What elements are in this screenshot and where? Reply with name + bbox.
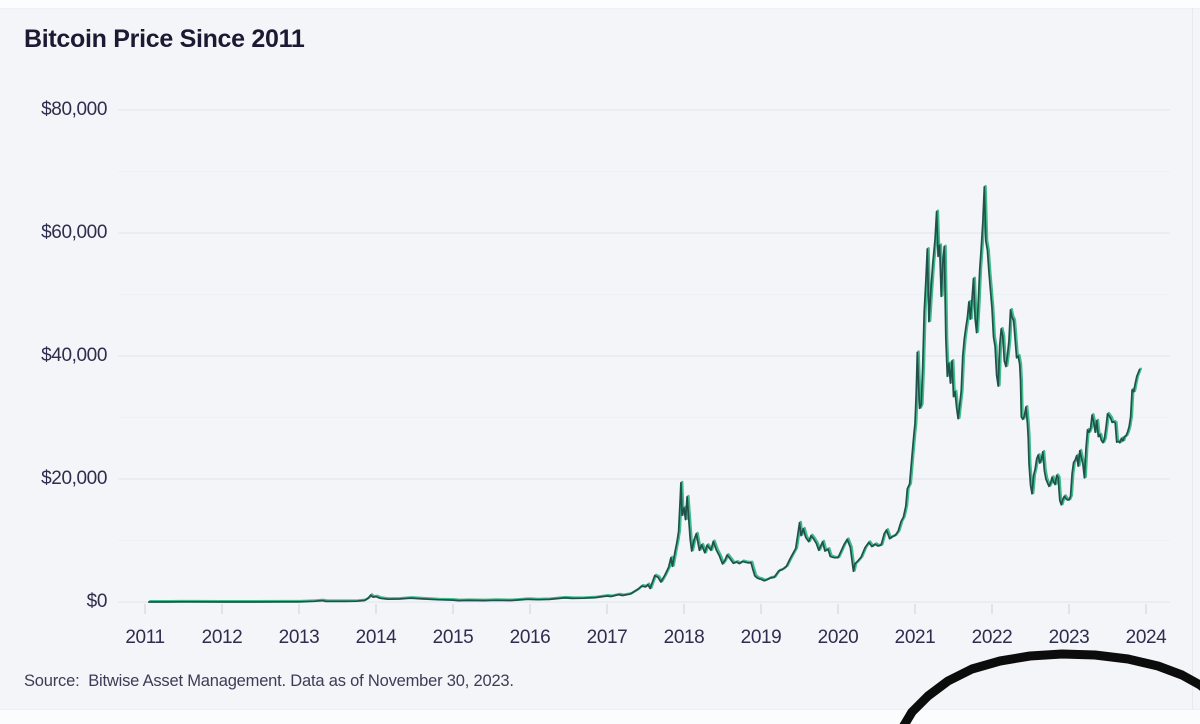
x-axis-label: 2016: [509, 627, 551, 648]
y-axis-label: $0: [86, 591, 108, 612]
y-axis-label: $60,000: [41, 222, 107, 243]
x-axis-label: 2023: [1048, 627, 1090, 648]
card-right-edge: [1192, 8, 1193, 709]
x-axis-label: 2017: [586, 627, 628, 648]
hand-drawn-ellipse-arc: [899, 649, 1200, 724]
x-axis-label: 2019: [740, 627, 782, 648]
x-axis-label: 2014: [355, 627, 397, 648]
x-axis-label: 2012: [201, 627, 243, 648]
y-axis-label: $40,000: [41, 345, 107, 366]
price-line: [147, 186, 1141, 603]
y-axis-label: $80,000: [41, 99, 107, 120]
x-axis-label: 2022: [971, 627, 1013, 648]
source-note: Source: Bitwise Asset Management. Data a…: [24, 672, 514, 690]
x-axis-label: 2020: [817, 627, 859, 648]
y-axis-label: $20,000: [41, 468, 107, 489]
x-axis-label: 2021: [894, 627, 936, 648]
chart-title: Bitcoin Price Since 2011: [24, 25, 305, 53]
top-edge-strip: [0, 0, 1200, 9]
x-axis-label: 2024: [1125, 627, 1167, 648]
x-axis-label: 2013: [278, 627, 320, 648]
x-axis-label: 2018: [663, 627, 705, 648]
x-axis-label: 2015: [432, 627, 474, 648]
x-axis-label: 2011: [125, 627, 165, 648]
bottom-edge-strip: [0, 709, 1200, 724]
